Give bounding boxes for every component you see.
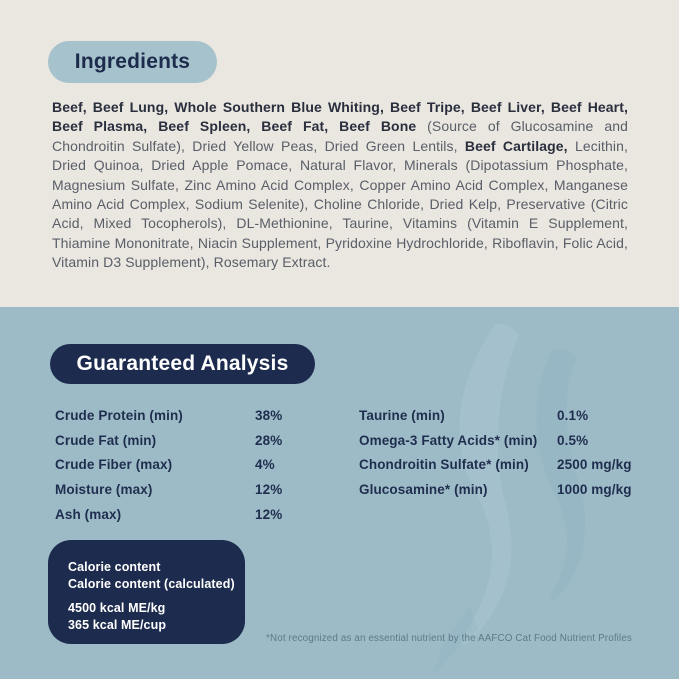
calorie-kcal-per-kg: 4500 kcal ME/kg bbox=[68, 601, 166, 615]
nutrient-label: Crude Protein (min) bbox=[55, 407, 183, 423]
nutrient-label: Chondroitin Sulfate* (min) bbox=[359, 457, 529, 473]
analysis-row-crude-fiber: Crude Fiber (max) 4% bbox=[55, 453, 345, 478]
analysis-row-moisture: Moisture (max) 12% bbox=[55, 477, 345, 502]
nutrient-label: Ash (max) bbox=[55, 507, 122, 523]
calorie-content-calculated-label: Calorie content (calculated) bbox=[68, 576, 235, 591]
nutrient-label: Crude Fat (min) bbox=[55, 432, 157, 448]
nutrient-value: 12% bbox=[255, 482, 283, 498]
nutrient-value: 28% bbox=[255, 432, 283, 448]
nutrient-label: Omega-3 Fatty Acids* (min) bbox=[359, 432, 538, 448]
ingredients-bold-cartilage: Beef Cartilage, bbox=[464, 137, 568, 154]
nutrient-value: 38% bbox=[255, 407, 283, 423]
guaranteed-analysis-title: Guaranteed Analysis bbox=[76, 352, 289, 375]
calorie-kcal-per-cup: 365 kcal ME/cup bbox=[68, 617, 167, 632]
nutrient-value: 0.1% bbox=[557, 407, 589, 423]
nutrient-value: 12% bbox=[255, 507, 283, 523]
analysis-row-glucosamine: Glucosamine* (min) 1000 mg/kg bbox=[359, 477, 649, 502]
ingredients-list: Beef, Beef Lung, Whole Southern Blue Whi… bbox=[52, 98, 628, 273]
calorie-content-box: Calorie content Calorie content (calcula… bbox=[48, 540, 245, 644]
nutrient-value: 1000 mg/kg bbox=[557, 482, 632, 498]
ingredients-bold-primary-meats: Beef, Beef Lung, Whole Southern Blue Whi… bbox=[52, 99, 628, 135]
analysis-column-right: Taurine (min) 0.1% Omega-3 Fatty Acids* … bbox=[359, 403, 649, 502]
nutrient-value: 0.5% bbox=[557, 432, 589, 448]
nutrient-value: 2500 mg/kg bbox=[557, 457, 632, 473]
guaranteed-analysis-heading-pill: Guaranteed Analysis bbox=[50, 344, 315, 384]
calorie-content-label: Calorie content bbox=[68, 560, 161, 574]
ingredients-regular-1: (Source of Glucosamine and Chondroitin S… bbox=[52, 118, 628, 154]
ingredients-section: Ingredients Beef, Beef Lung, Whole South… bbox=[0, 0, 679, 307]
aafco-footnote: *Not recognized as an essential nutrient… bbox=[266, 633, 632, 644]
ingredients-heading-pill: Ingredients bbox=[48, 41, 217, 83]
analysis-row-crude-fat: Crude Fat (min) 28% bbox=[55, 428, 345, 453]
analysis-row-chondroitin: Chondroitin Sulfate* (min) 2500 mg/kg bbox=[359, 453, 649, 478]
ingredients-title: Ingredients bbox=[74, 50, 191, 73]
analysis-row-ash: Ash (max) 12% bbox=[55, 502, 345, 527]
nutrient-label: Taurine (min) bbox=[359, 407, 445, 423]
nutrient-label: Moisture (max) bbox=[55, 482, 153, 498]
analysis-column-left: Crude Protein (min) 38% Crude Fat (min) … bbox=[55, 403, 345, 527]
analysis-row-crude-protein: Crude Protein (min) 38% bbox=[55, 403, 345, 428]
analysis-row-taurine: Taurine (min) 0.1% bbox=[359, 403, 649, 428]
nutrient-value: 4% bbox=[255, 457, 275, 473]
nutrient-label: Glucosamine* (min) bbox=[359, 482, 488, 498]
analysis-row-omega3: Omega-3 Fatty Acids* (min) 0.5% bbox=[359, 428, 649, 453]
guaranteed-analysis-section: Guaranteed Analysis Crude Protein (min) … bbox=[0, 307, 679, 679]
calorie-values: 4500 kcal ME/kg 365 kcal ME/cup bbox=[68, 600, 245, 633]
ingredients-regular-2: Lecithin, Dried Quinoa, Dried Apple Poma… bbox=[52, 137, 628, 271]
nutrient-label: Crude Fiber (max) bbox=[55, 457, 173, 473]
